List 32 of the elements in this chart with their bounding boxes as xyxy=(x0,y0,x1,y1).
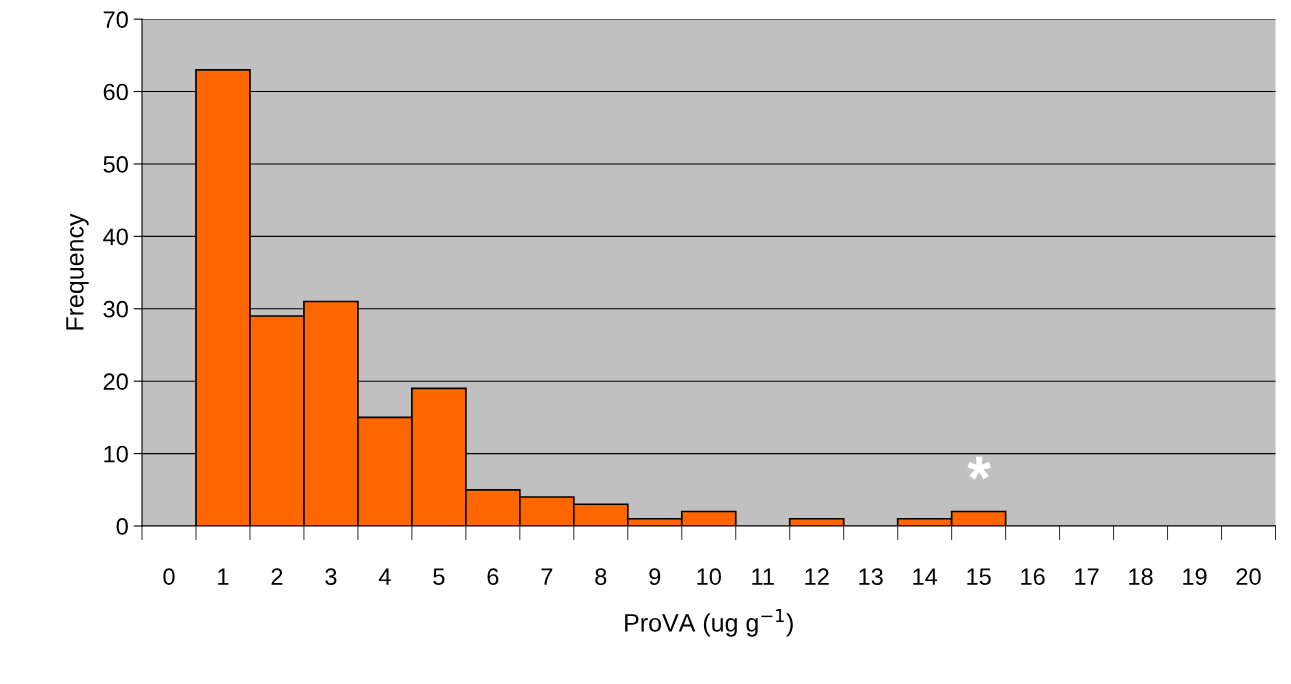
x-tick-label: 7 xyxy=(541,568,553,585)
x-tick-label: 12 xyxy=(805,568,829,585)
x-tick-label: 1 xyxy=(218,568,229,585)
y-tick-label: 0 xyxy=(116,518,128,535)
x-tick-label: 5 xyxy=(433,568,445,586)
x-tick-label: 14 xyxy=(913,568,938,585)
x-tick-label: 10 xyxy=(697,568,721,586)
x-tick-label: 8 xyxy=(595,568,607,586)
y-tick-label: 30 xyxy=(103,300,128,318)
x-tick-label: 15 xyxy=(967,568,991,586)
x-tick-label: 2 xyxy=(271,568,283,585)
y-tick-label: 40 xyxy=(103,228,128,246)
x-tick-label: 13 xyxy=(859,568,883,586)
y-axis-title: Frequency xyxy=(66,213,89,330)
y-tick-label: 60 xyxy=(103,83,128,101)
x-tick-label: 0 xyxy=(163,568,175,586)
y-tick-label: 50 xyxy=(103,156,128,173)
x-tick-label: 20 xyxy=(1236,568,1261,586)
x-tick-label: 9 xyxy=(649,568,661,586)
x-tick-label: 3 xyxy=(325,568,337,586)
x-tick-label: 16 xyxy=(1021,568,1045,586)
x-tick-label: 17 xyxy=(1075,568,1099,585)
y-tick-label: 10 xyxy=(104,445,128,463)
x-tick-label: 6 xyxy=(487,568,499,586)
x-axis-title: ProVA (ug g$^{−1}$) xyxy=(625,609,793,637)
x-tick-label: 19 xyxy=(1183,568,1207,586)
x-tick-label: 18 xyxy=(1129,568,1153,586)
x-tick-label: 4 xyxy=(378,568,391,585)
y-tick-label: 20 xyxy=(103,373,128,390)
annotation: * xyxy=(967,456,991,480)
y-tick-label: 70 xyxy=(103,11,128,28)
x-tick-label: 11 xyxy=(752,568,774,585)
